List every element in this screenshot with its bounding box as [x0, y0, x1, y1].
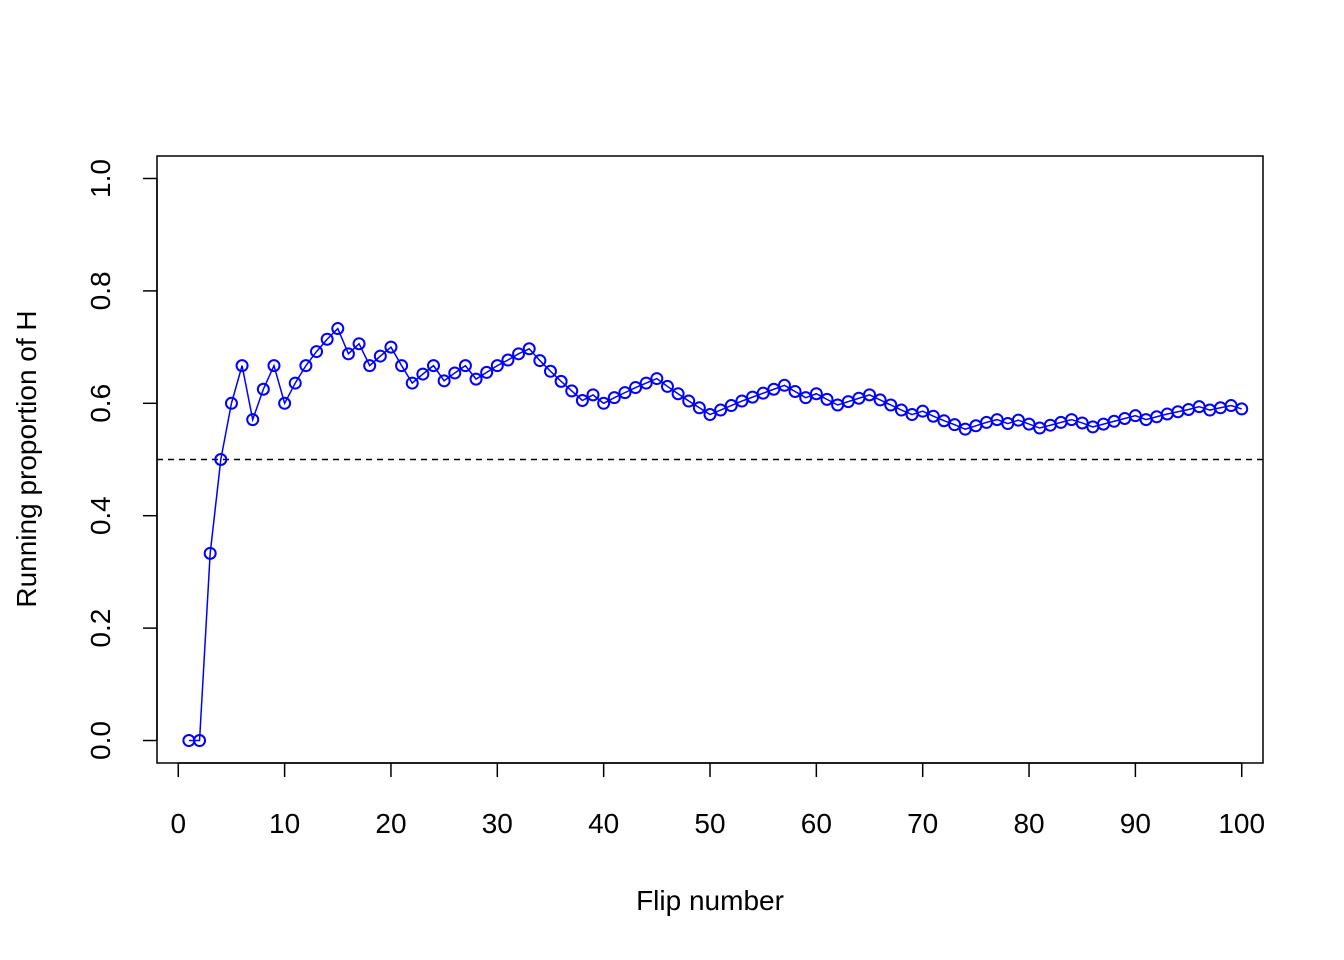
data-point	[543, 364, 557, 378]
x-tick-label: 80	[1013, 808, 1044, 839]
data-point	[682, 394, 696, 408]
data-point	[363, 359, 377, 373]
data-point	[246, 413, 260, 427]
data-point	[405, 376, 419, 390]
y-axis: 0.0 0.2 0.4 0.6 0.8 1.0	[85, 159, 158, 760]
data-point	[480, 365, 494, 379]
data-point	[256, 382, 270, 396]
data-point	[522, 342, 536, 356]
y-axis-label: Running proportion of H	[11, 310, 42, 607]
data-point	[512, 347, 526, 361]
data-point	[863, 388, 877, 402]
y-tick-label: 0.0	[85, 721, 116, 760]
series-line	[188, 327, 1242, 742]
data-point	[650, 372, 664, 386]
data-point	[458, 359, 472, 373]
data-point	[490, 359, 504, 373]
data-point	[331, 322, 345, 336]
data-point	[384, 340, 398, 354]
data-point	[193, 734, 207, 748]
data-point	[267, 359, 281, 373]
data-point	[618, 386, 632, 400]
data-point	[224, 396, 238, 410]
data-point	[395, 359, 409, 373]
x-tick-label: 90	[1120, 808, 1151, 839]
y-tick-label: 0.6	[85, 384, 116, 423]
x-tick-label: 30	[482, 808, 513, 839]
y-tick-label: 0.2	[85, 609, 116, 648]
data-point	[894, 403, 908, 417]
data-point	[703, 408, 717, 422]
y-tick-label: 1.0	[85, 159, 116, 198]
data-point	[427, 359, 440, 373]
data-point	[671, 387, 685, 401]
data-point	[916, 404, 930, 418]
data-point	[586, 388, 600, 402]
data-point	[597, 396, 611, 410]
data-point	[714, 403, 728, 417]
data-point	[884, 398, 898, 412]
data-points	[182, 322, 1249, 748]
data-point	[416, 367, 430, 381]
data-point	[469, 372, 483, 386]
x-tick-label: 20	[375, 808, 406, 839]
data-point	[554, 374, 568, 388]
x-tick-label: 0	[170, 808, 186, 839]
data-point	[373, 349, 387, 363]
x-tick-label: 100	[1218, 808, 1265, 839]
data-point	[533, 354, 547, 368]
data-point	[310, 345, 324, 359]
data-point	[607, 391, 621, 405]
x-tick-label: 40	[588, 808, 619, 839]
y-tick-label: 0.8	[85, 271, 116, 310]
data-point	[788, 384, 802, 398]
data-point	[777, 378, 791, 392]
data-point	[724, 399, 738, 413]
data-point	[341, 347, 355, 361]
data-point	[820, 392, 834, 406]
x-tick-label: 10	[269, 808, 300, 839]
data-point	[501, 353, 515, 367]
data-point	[948, 418, 962, 432]
data-point	[320, 332, 334, 346]
data-point	[448, 366, 462, 380]
data-point	[235, 359, 249, 373]
data-point	[214, 453, 228, 466]
data-point	[926, 409, 940, 423]
data-point	[203, 546, 217, 560]
data-point	[278, 396, 292, 410]
data-point	[873, 393, 887, 407]
x-tick-label: 50	[694, 808, 725, 839]
data-point	[1235, 402, 1249, 416]
x-axis: 0 10 20 30 40 50 60 70 80 90 100	[170, 762, 1265, 839]
data-point	[575, 393, 589, 407]
data-point	[565, 384, 579, 398]
data-point	[299, 359, 313, 373]
x-tick-label: 70	[907, 808, 938, 839]
y-tick-label: 0.4	[85, 496, 116, 535]
data-point	[692, 401, 706, 415]
data-point	[288, 376, 302, 390]
data-point	[629, 381, 643, 395]
data-point	[809, 387, 823, 401]
x-axis-label: Flip number	[636, 885, 784, 916]
data-point	[639, 376, 653, 390]
data-point	[437, 374, 451, 388]
x-tick-label: 60	[801, 808, 832, 839]
data-point	[352, 337, 366, 351]
data-point	[660, 379, 674, 393]
